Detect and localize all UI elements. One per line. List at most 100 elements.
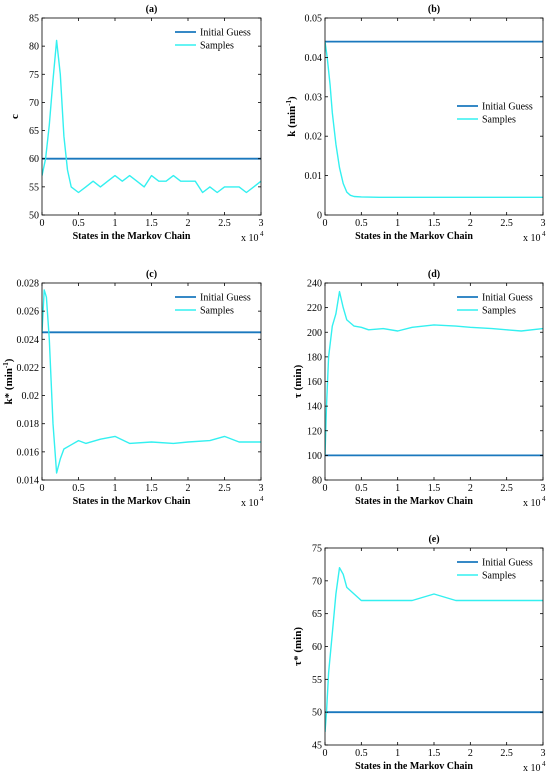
x-multiplier: x 10 xyxy=(241,233,259,244)
legend-label: Samples xyxy=(482,306,516,317)
x-multiplier-exponent: 4 xyxy=(542,495,546,503)
y-tick-label: 65 xyxy=(312,609,322,620)
samples-line xyxy=(42,289,261,474)
y-tick-label: 0.01 xyxy=(305,171,323,182)
legend: Initial Guess Samples xyxy=(454,98,540,126)
y-tick-label: 180 xyxy=(307,352,322,363)
chart-title: (a) xyxy=(146,4,158,15)
y-tick-label: 50 xyxy=(29,211,39,222)
legend: Initial Guess Samples xyxy=(454,289,540,317)
y-tick-label: 200 xyxy=(307,328,322,339)
x-tick-label: 0 xyxy=(323,483,328,494)
y-tick-label: 70 xyxy=(29,98,39,109)
x-tick-label: 2 xyxy=(468,748,473,759)
y-axis-label-text: k* (min xyxy=(3,368,15,404)
y-tick-label: 75 xyxy=(312,544,322,555)
y-tick-label: 0.02 xyxy=(305,132,323,143)
x-tick-label: 1.5 xyxy=(428,218,441,229)
y-tick-label: 0.018 xyxy=(17,419,40,430)
legend: Initial Guess Samples xyxy=(172,289,258,317)
legend-label: Initial Guess xyxy=(482,102,533,113)
x-tick-label: 3 xyxy=(541,483,546,494)
y-tick-label: 240 xyxy=(307,279,322,290)
y-tick-label: 80 xyxy=(29,42,39,53)
x-tick-label: 0 xyxy=(40,218,45,229)
y-tick-label: 100 xyxy=(307,451,322,462)
x-tick-label: 0.5 xyxy=(355,748,368,759)
x-tick-label: 2 xyxy=(186,483,191,494)
legend-box xyxy=(454,554,540,582)
chart-title: (d) xyxy=(428,269,440,280)
panel-a: 0 0.5 1 1.5 2 2.5 3 50 55 60 65 70 75 80 85 (a) States i… xyxy=(9,4,264,244)
x-tick-label: 0.5 xyxy=(72,218,85,229)
x-tick-label: 1.5 xyxy=(428,748,441,759)
x-multiplier-exponent: 4 xyxy=(542,760,546,768)
samples-line xyxy=(42,39,261,194)
legend: Initial Guess Samples xyxy=(454,554,540,582)
y-tick-label: 160 xyxy=(307,377,322,388)
x-tick-label: 0.5 xyxy=(355,218,368,229)
y-tick-label: 50 xyxy=(312,708,322,719)
legend-box xyxy=(172,289,258,317)
x-tick-label: 0 xyxy=(323,748,328,759)
chart-title: (c) xyxy=(146,269,157,280)
x-tick-label: 3 xyxy=(259,483,264,494)
x-multiplier-exponent: 4 xyxy=(542,230,546,238)
x-tick-label: 0.5 xyxy=(72,483,85,494)
x-tick-label: 3 xyxy=(259,218,264,229)
y-axis-label-text: k (min xyxy=(286,106,298,137)
x-tick-label: 3 xyxy=(541,748,546,759)
y-tick-label: 0.04 xyxy=(305,53,323,64)
legend-label: Samples xyxy=(200,41,234,52)
y-tick-label: 0.014 xyxy=(17,476,40,487)
x-tick-label: 1 xyxy=(113,218,118,229)
y-tick-label: 80 xyxy=(312,476,322,487)
chart-title: (b) xyxy=(428,4,440,15)
x-tick-label: 1.5 xyxy=(428,483,441,494)
legend-label: Samples xyxy=(200,306,234,317)
x-tick-label: 2.5 xyxy=(500,483,513,494)
legend-label: Initial Guess xyxy=(200,293,251,304)
y-tick-label: 0.03 xyxy=(305,92,323,103)
x-tick-label: 1 xyxy=(113,483,118,494)
x-tick-label: 2.5 xyxy=(500,748,513,759)
y-tick-label: 75 xyxy=(29,70,39,81)
y-axis-label-superscript: -1 xyxy=(285,99,293,105)
x-multiplier-exponent: 4 xyxy=(260,230,264,238)
y-tick-label: 55 xyxy=(29,182,39,193)
x-tick-label: 2.5 xyxy=(218,483,231,494)
x-tick-label: 0 xyxy=(40,483,45,494)
y-axis-label: c xyxy=(9,114,21,119)
legend-label: Initial Guess xyxy=(200,28,251,39)
x-tick-label: 2.5 xyxy=(500,218,513,229)
x-tick-label: 2 xyxy=(468,218,473,229)
y-tick-label: 0.016 xyxy=(17,447,40,458)
y-tick-label: 220 xyxy=(307,303,322,314)
x-tick-label: 0.5 xyxy=(355,483,368,494)
panel-e: 0 0.5 1 1.5 2 2.5 3 45 50 55 60 65 70 75 (e) States in … xyxy=(292,534,546,774)
x-axis-label: States in the Markov Chain xyxy=(73,231,191,242)
x-tick-label: 1 xyxy=(395,483,400,494)
y-axis-label-text: c xyxy=(9,114,21,119)
y-axis-label: k* (min-1) xyxy=(2,358,15,404)
y-tick-label: 0.026 xyxy=(17,307,40,318)
panel-b: 0 0.5 1 1.5 2 2.5 3 0 0.01 0.02 0.03 0.04 0.05 (b) Sta… xyxy=(285,4,546,244)
legend-box xyxy=(172,24,258,52)
y-tick-label: 0.022 xyxy=(17,363,40,374)
y-tick-label: 65 xyxy=(29,126,39,137)
legend-label: Samples xyxy=(482,115,516,126)
x-multiplier: x 10 xyxy=(523,233,541,244)
legend-box xyxy=(454,98,540,126)
y-tick-label: 55 xyxy=(312,675,322,686)
x-tick-label: 3 xyxy=(541,218,546,229)
x-tick-label: 2.5 xyxy=(218,218,231,229)
x-tick-label: 1 xyxy=(395,218,400,229)
x-multiplier: x 10 xyxy=(523,763,541,774)
legend: Initial Guess Samples xyxy=(172,24,258,52)
panel-d: 0 0.5 1 1.5 2 2.5 3 80 100 120 140 160 180 200 220 240 (… xyxy=(292,269,546,509)
x-tick-label: 2 xyxy=(468,483,473,494)
chart-title: (e) xyxy=(428,534,439,545)
legend-label: Samples xyxy=(482,571,516,582)
y-axis-label-end: ) xyxy=(3,358,15,362)
legend-box xyxy=(454,289,540,317)
